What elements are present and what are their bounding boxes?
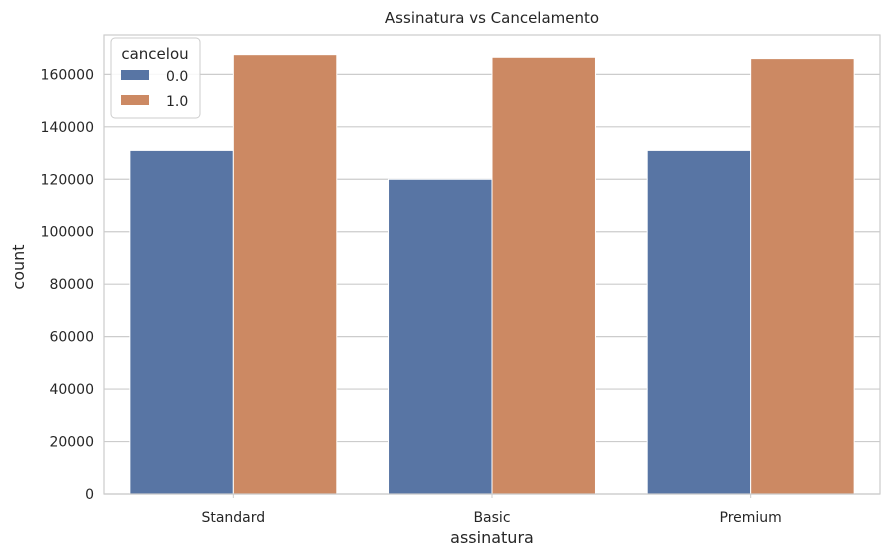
y-tick-label: 100000 <box>41 225 94 241</box>
x-axis-title: assinatura <box>450 528 534 547</box>
legend-title: cancelou <box>121 45 188 63</box>
y-tick-label: 60000 <box>49 330 94 346</box>
x-tick-label: Standard <box>201 510 265 526</box>
bars <box>129 54 855 495</box>
y-tick-label: 80000 <box>49 277 94 293</box>
y-tick-label: 120000 <box>41 172 94 188</box>
x-tick-label: Basic <box>473 510 510 526</box>
legend-swatch <box>121 95 149 105</box>
y-tick-label: 40000 <box>49 382 94 398</box>
y-tick-label: 20000 <box>49 435 94 451</box>
legend-label: 0.0 <box>166 69 188 85</box>
legend-swatch <box>121 70 149 80</box>
bar-basic-cancelou-1 <box>491 56 596 495</box>
y-axis-ticks: 0 20000 40000 60000 80000 100000 120000 140000 1… <box>41 67 94 503</box>
y-tick-label: 160000 <box>41 67 94 83</box>
legend: cancelou 0.0 1.0 <box>110 37 201 119</box>
bar-standard-cancelou-1 <box>232 54 338 495</box>
x-axis-ticks: Standard Basic Premium <box>201 494 782 526</box>
bar-basic-cancelou-0 <box>388 178 493 495</box>
legend-label: 1.0 <box>166 94 188 110</box>
bar-premium-cancelou-1 <box>750 58 855 495</box>
y-tick-label: 140000 <box>41 120 94 136</box>
x-tick-label: Premium <box>720 510 782 526</box>
y-axis-title: count <box>9 244 28 289</box>
y-tick-label: 0 <box>85 487 94 503</box>
chart-title: Assinatura vs Cancelamento <box>385 9 599 27</box>
bar-premium-cancelou-0 <box>646 149 752 495</box>
bar-standard-cancelou-0 <box>129 149 234 495</box>
legend-items: 0.0 1.0 <box>121 69 188 110</box>
